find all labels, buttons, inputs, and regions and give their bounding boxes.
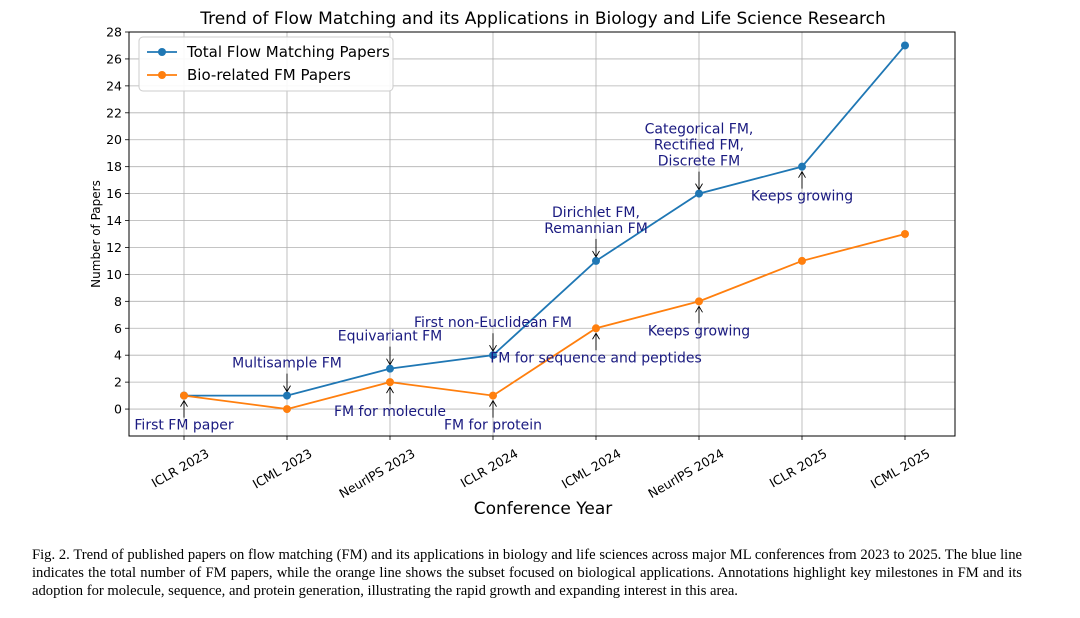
y-tick-label: 12 [106, 240, 122, 255]
legend-item-bio-marker [158, 71, 166, 79]
annotation-text: FM for molecule [334, 404, 446, 420]
x-tick-label: ICLR 2023 [149, 446, 212, 491]
y-tick-label: 22 [106, 105, 122, 120]
y-tick-label: 0 [114, 402, 122, 417]
annotation-arrowhead [592, 250, 600, 258]
bio-fm-line [183, 233, 906, 410]
x-tick-label: ICML 2023 [250, 446, 315, 492]
annotation-group: Multisample FM [232, 356, 342, 393]
annotation-group: FM for protein [444, 399, 542, 434]
annotation-text: Keeps growing [648, 323, 750, 339]
bio-fm-point [798, 256, 806, 265]
total-fm-line [184, 44, 906, 397]
bio-fm-point [386, 378, 394, 387]
annotation-group: First FM paper [134, 399, 234, 434]
legend-box [138, 36, 394, 92]
y-tick-label: 28 [106, 25, 122, 40]
bio-fm-point [901, 230, 909, 238]
total-fm-point [489, 351, 497, 360]
series-lines [180, 41, 909, 414]
annotation-arrowhead [283, 385, 291, 393]
y-tick-label: 8 [114, 294, 122, 309]
total-fm-point [901, 41, 909, 50]
y-tick-label: 18 [106, 159, 122, 174]
annotation-text: First non-Euclidean FM [414, 315, 572, 331]
y-tick-label: 10 [106, 267, 122, 282]
total-fm-point [283, 391, 291, 400]
annotation-arrowhead [695, 183, 703, 191]
annotation-text: FM for sequence and peptides [490, 350, 702, 366]
total-fm-point [592, 256, 600, 265]
annotation-group: Keeps growing [648, 305, 750, 339]
plot-frame [128, 31, 956, 437]
annotation-text: Dirichlet FM, [552, 205, 640, 221]
legend-item-total-marker [158, 48, 166, 56]
y-tick-label: 2 [114, 375, 122, 390]
annotation-arrowhead [386, 386, 394, 394]
total-fm-point [386, 364, 394, 373]
x-tick-label: NeurIPS 2024 [645, 446, 726, 502]
legend-item-total-label: Total Flow Matching Papers [186, 43, 390, 61]
annotation-group: FM for molecule [334, 386, 446, 420]
annotation-text: First FM paper [134, 418, 233, 434]
annotation-arrowhead [180, 399, 188, 407]
line-chart: Trend of Flow Matching and its Applicati… [89, 9, 956, 519]
figure-caption: Fig. 2. Trend of published papers on flo… [32, 547, 1022, 599]
x-tick-label: ICLR 2024 [458, 446, 521, 491]
annotation-group: Keeps growing [751, 170, 853, 205]
x-tick-label: ICLR 2025 [767, 446, 830, 491]
bio-fm-point [180, 391, 188, 400]
bio-fm-point [489, 391, 497, 400]
annotation-group: Categorical FM,Rectified FM,Discrete FM [645, 122, 754, 191]
bio-fm-point [283, 405, 291, 414]
annotation-arrowhead [489, 399, 497, 407]
annotation-text: Multisample FM [232, 356, 342, 372]
annotation-arrowhead [489, 344, 497, 353]
annotation-group: First non-Euclidean FM [414, 315, 572, 353]
legend-item-bio-label: Bio-related FM Papers [187, 66, 351, 84]
y-tick-label: 20 [106, 132, 122, 147]
annotation-text: Discrete FM [658, 154, 740, 170]
y-tick-label: 26 [106, 51, 122, 66]
annotation-text: Equivariant FM [338, 329, 443, 345]
chart-title: Trend of Flow Matching and its Applicati… [199, 9, 886, 29]
y-tick-label: 6 [114, 321, 122, 336]
annotation-group: Dirichlet FM,Remannian FM [544, 205, 648, 258]
x-tick-label: ICML 2025 [868, 446, 933, 492]
y-tick-label: 24 [106, 78, 122, 93]
annotation-text: Remannian FM [544, 221, 648, 237]
y-axis-label: Number of Papers [89, 180, 103, 288]
annotation-arrowhead [592, 332, 600, 340]
annotation-text: Keeps growing [751, 189, 853, 205]
total-fm-point [798, 162, 806, 171]
annotation-arrowhead [695, 305, 703, 313]
annotation-arrowhead [386, 358, 394, 366]
annotation-group: Equivariant FM [338, 329, 443, 366]
bio-fm-point [592, 324, 600, 333]
annotation-group: FM for sequence and peptides [490, 332, 702, 366]
x-tick-label: ICML 2024 [559, 446, 624, 492]
legend: Total Flow Matching Papers Bio-related FM… [138, 36, 394, 92]
x-tick-label: NeurIPS 2023 [336, 446, 417, 502]
x-axis-label: Conference Year [474, 499, 613, 519]
total-fm-point [695, 189, 703, 198]
annotation-text: Categorical FM, [645, 122, 754, 138]
annotations: First FM paper Multisample FM Equivariant … [134, 122, 853, 434]
y-tick-label: 16 [106, 186, 122, 201]
grid-lines [129, 31, 955, 436]
annotation-text: Rectified FM, [654, 138, 744, 154]
y-tick-label: 4 [114, 348, 122, 363]
y-tick-label: 14 [106, 213, 122, 228]
annotation-arrowhead [798, 170, 806, 178]
bio-fm-point [695, 297, 703, 306]
annotation-text: FM for protein [444, 418, 542, 434]
